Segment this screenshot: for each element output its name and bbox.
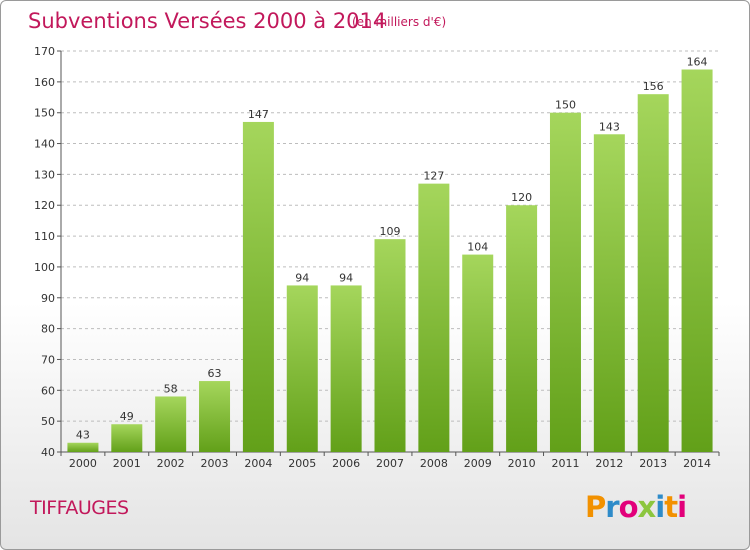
value-label: 147 [248,108,269,121]
bar-2009 [462,254,494,452]
bar-2012 [593,134,625,453]
value-label: 43 [76,429,90,442]
value-label: 150 [555,99,576,112]
x-tick-label: 2000 [69,457,97,470]
y-tick-label: 110 [34,230,55,243]
x-tick-label: 2009 [464,457,492,470]
x-tick-label: 2008 [420,457,448,470]
x-tick-label: 2010 [508,457,536,470]
y-tick-label: 150 [34,107,55,120]
x-tick-label: 2005 [288,457,316,470]
x-tick-label: 2004 [244,457,272,470]
x-tick-label: 2003 [201,457,229,470]
x-tick-label: 2007 [376,457,404,470]
value-label: 104 [467,241,488,254]
bar-2005 [286,285,318,452]
bar-2010 [506,205,538,452]
bar-2002 [155,396,187,452]
bar-2003 [199,381,231,452]
value-label: 127 [423,170,444,183]
x-tick-label: 2002 [157,457,185,470]
x-tick-label: 2006 [332,457,360,470]
chart-subtitle: (en milliers d'€) [352,15,447,29]
labels: 40 50 60 70 80 90 100 110 120 130 140 150 160 170 43 20… [34,45,711,470]
x-tick-label: 2011 [551,457,579,470]
y-tick-label: 130 [34,168,55,181]
y-tick-label: 50 [41,415,55,428]
y-tick-label: 40 [41,446,55,459]
value-label: 109 [380,225,401,238]
bar-2013 [637,94,669,452]
value-label: 49 [120,410,134,423]
y-tick-label: 80 [41,323,55,336]
bar-2014 [681,69,713,452]
value-label: 63 [208,367,222,380]
value-label: 94 [295,271,309,284]
y-tick-label: 170 [34,45,55,58]
bar-2006 [330,285,362,452]
y-tick-label: 90 [41,292,55,305]
y-tick-label: 100 [34,261,55,274]
bar-2004 [242,121,274,452]
bar-2000 [67,442,99,452]
value-label: 120 [511,191,532,204]
value-label: 58 [164,382,178,395]
chart-title: Subventions Versées 2000 à 2014 [28,9,387,33]
x-tick-label: 2012 [595,457,623,470]
value-label: 94 [339,271,353,284]
x-tick-label: 2013 [639,457,667,470]
proxiti-logo: Proxiti [585,490,687,524]
bar-2008 [418,183,450,452]
x-tick-label: 2014 [683,457,711,470]
bar-2007 [374,239,406,452]
bar-2011 [549,112,581,452]
y-tick-label: 160 [34,76,55,89]
y-tick-label: 60 [41,384,55,397]
y-tick-label: 140 [34,138,55,151]
bars [67,69,713,453]
value-label: 156 [643,80,664,93]
y-tick-label: 70 [41,353,55,366]
y-tick-label: 120 [34,199,55,212]
commune-name: TIFFAUGES [30,497,129,519]
value-label: 164 [687,56,708,69]
bar-2001 [111,424,143,452]
value-label: 143 [599,120,620,133]
x-tick-label: 2001 [113,457,141,470]
